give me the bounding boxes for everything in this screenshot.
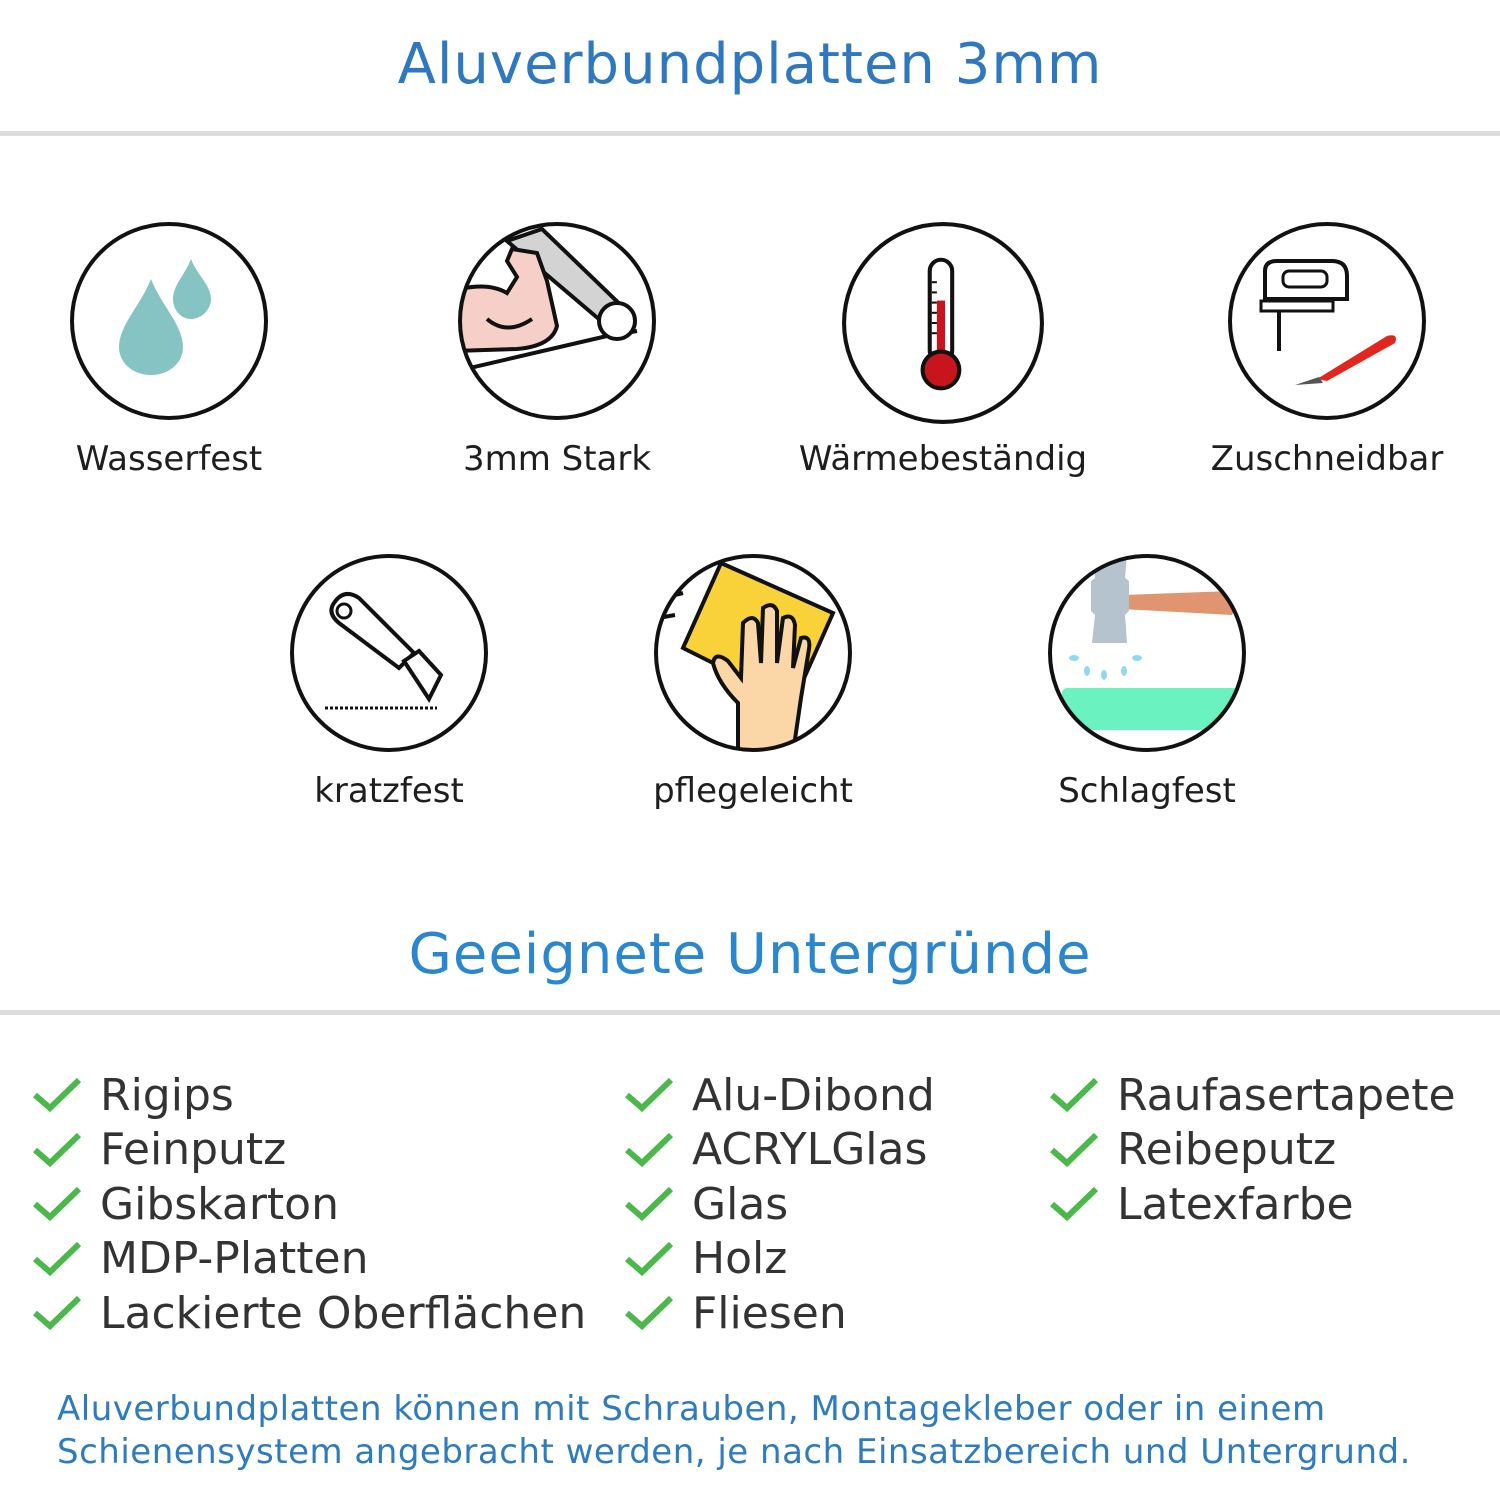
list-item: Glas	[624, 1177, 935, 1232]
check-icon	[625, 1078, 674, 1113]
list-item: Reibeputz	[1049, 1123, 1456, 1178]
check-icon	[33, 1296, 82, 1331]
cleaning-hand-icon	[654, 554, 852, 752]
list-item: Holz	[624, 1232, 935, 1287]
check-icon	[625, 1296, 674, 1331]
feature-schlagfest: Schlagfest	[987, 553, 1307, 811]
item-label: MDP-Platten	[100, 1233, 369, 1285]
feature-kratzfest: kratzfest	[229, 553, 549, 811]
divider	[0, 131, 1500, 136]
list-item: Lackierte Oberflächen	[32, 1286, 586, 1341]
feature-3mm-stark: 3mm Stark	[397, 221, 717, 479]
item-label: Latexfarbe	[1117, 1178, 1354, 1230]
item-label: Rigips	[100, 1069, 234, 1121]
list-item: Gibskarton	[32, 1177, 586, 1232]
divider	[0, 1010, 1500, 1015]
check-icon	[1050, 1078, 1099, 1113]
item-label: Gibskarton	[100, 1178, 339, 1230]
feature-label: 3mm Stark	[462, 439, 652, 479]
thermometer-icon	[842, 222, 1044, 424]
feature-label: Wärmebeständig	[798, 439, 1088, 479]
feature-pflegeleicht: pflegeleicht	[593, 553, 913, 811]
check-icon	[625, 1132, 674, 1167]
item-label: Fliesen	[692, 1287, 847, 1339]
hammer-icon	[1048, 554, 1246, 752]
footer-note: Aluverbundplatten können mit Schrauben, …	[57, 1388, 1411, 1474]
water-drops-icon	[70, 222, 268, 420]
footer-line: Aluverbundplatten können mit Schrauben, …	[57, 1389, 1326, 1429]
feature-waermebestaendig: Wärmebeständig	[783, 221, 1103, 479]
jigsaw-icon	[1228, 222, 1426, 420]
page-title: Aluverbundplatten 3mm	[397, 32, 1103, 97]
check-icon	[1050, 1132, 1099, 1167]
surface-list-col1: Rigips Feinputz Gibskarton MDP-Platten L…	[32, 1068, 586, 1341]
feature-label: kratzfest	[314, 771, 464, 811]
feature-label: Zuschneidbar	[1210, 439, 1444, 479]
footer-line: Schienensystem angebracht werden, je nac…	[57, 1432, 1411, 1472]
check-icon	[33, 1132, 82, 1167]
feature-zuschneidbar: Zuschneidbar	[1167, 221, 1487, 479]
item-label: ACRYLGlas	[692, 1124, 928, 1176]
surface-list-col2: Alu-Dibond ACRYLGlas Glas Holz Fliesen	[624, 1068, 935, 1341]
item-label: Alu-Dibond	[692, 1069, 935, 1121]
cutter-knife-icon	[290, 554, 488, 752]
section-title: Geeignete Untergründe	[408, 922, 1092, 987]
feature-wasserfest: Wasserfest	[9, 221, 329, 479]
check-icon	[33, 1078, 82, 1113]
check-icon	[625, 1241, 674, 1276]
feature-label: pflegeleicht	[653, 771, 853, 811]
list-item: Rigips	[32, 1068, 586, 1123]
item-label: Raufasertapete	[1117, 1069, 1456, 1121]
item-label: Holz	[692, 1233, 788, 1285]
list-item: Feinputz	[32, 1123, 586, 1178]
check-icon	[33, 1241, 82, 1276]
item-label: Feinputz	[100, 1124, 287, 1176]
strong-arm-icon	[458, 222, 656, 420]
list-item: ACRYLGlas	[624, 1123, 935, 1178]
check-icon	[1050, 1187, 1099, 1222]
item-label: Reibeputz	[1117, 1124, 1337, 1176]
feature-label: Schlagfest	[1058, 771, 1236, 811]
list-item: MDP-Platten	[32, 1232, 586, 1287]
list-item: Latexfarbe	[1049, 1177, 1456, 1232]
list-item: Alu-Dibond	[624, 1068, 935, 1123]
check-icon	[625, 1187, 674, 1222]
feature-label: Wasserfest	[75, 439, 263, 479]
surface-list-col3: Raufasertapete Reibeputz Latexfarbe	[1049, 1068, 1456, 1232]
check-icon	[33, 1187, 82, 1222]
list-item: Fliesen	[624, 1286, 935, 1341]
list-item: Raufasertapete	[1049, 1068, 1456, 1123]
item-label: Lackierte Oberflächen	[100, 1287, 587, 1339]
item-label: Glas	[692, 1178, 789, 1230]
